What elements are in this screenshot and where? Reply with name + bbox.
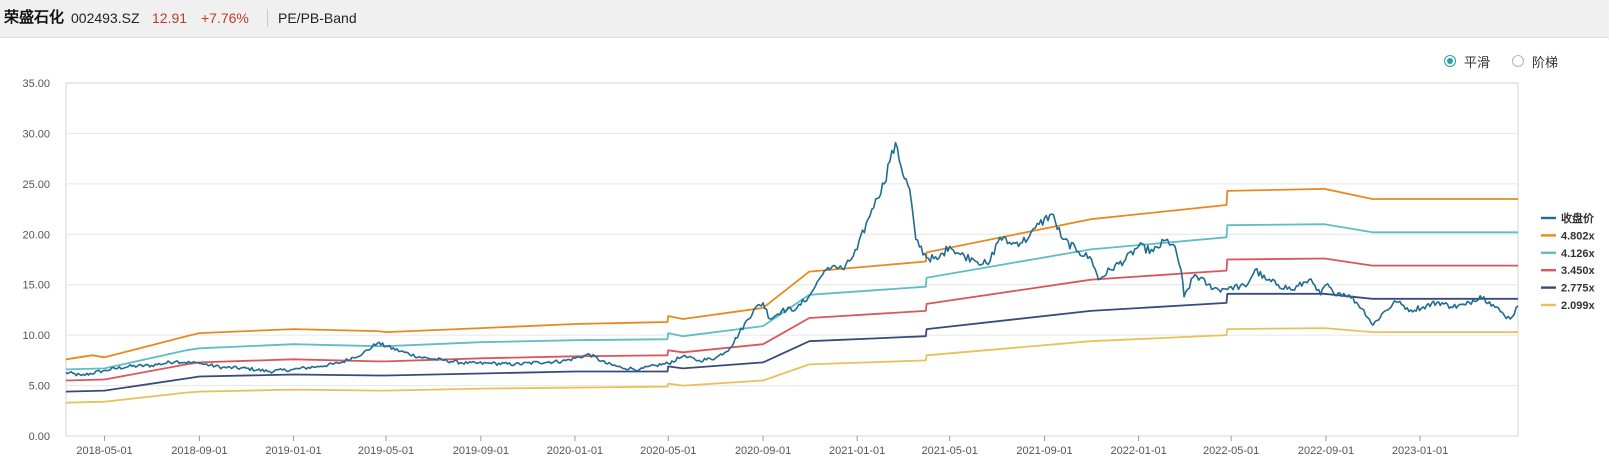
series-line-5 (65, 327, 1518, 404)
x-tick-label: 2020-01-01 (547, 445, 603, 457)
x-tick-label: 2021-09-01 (1016, 445, 1072, 457)
x-tick-label: 2021-05-01 (922, 445, 978, 457)
series-line-2 (65, 223, 1518, 371)
series-line-4 (65, 292, 1518, 393)
step-radio-option[interactable]: 阶梯 (1512, 51, 1558, 71)
legend-label-2: 4.126x (1561, 248, 1596, 260)
plot-border (65, 82, 1519, 437)
x-tick-label: 2021-01-01 (829, 445, 885, 457)
x-tick-label: 2019-09-01 (453, 445, 509, 457)
y-tick-label: 25.00 (22, 179, 50, 191)
band-mode-title: PE/PB-Band (278, 10, 357, 26)
axis-layer: 0.00 5.00 10.00 15.00 20.00 25.00 30.00 35.00 20… (22, 78, 1448, 457)
stock-header: 荣盛石化 002493.SZ 12.91 +7.76% PE/PB-Band (0, 0, 1609, 38)
x-tick-label: 2018-09-01 (171, 445, 227, 457)
y-tick-label: 20.00 (22, 229, 50, 241)
y-tick-label: 30.00 (22, 128, 50, 140)
legend-label-1: 4.802x (1561, 230, 1596, 242)
x-tick-label: 2022-09-01 (1298, 445, 1354, 457)
y-tick-label: 0.00 (29, 431, 50, 443)
legend-label-3: 3.450x (1561, 265, 1596, 277)
y-tick-label: 35.00 (22, 78, 50, 90)
series-layer (65, 141, 1519, 404)
stock-code: 002493.SZ (71, 10, 140, 26)
x-tick-label: 2022-01-01 (1110, 445, 1166, 457)
step-radio-label[interactable]: 阶梯 (1532, 54, 1559, 70)
y-tick-label: 10.00 (22, 330, 50, 342)
smooth-radio-option[interactable]: 平滑 (1444, 51, 1490, 71)
grid-layer (65, 82, 1519, 437)
stock-name: 荣盛石化 (4, 9, 65, 26)
chart-legend: 收盘价 4.802x 4.126x 3.450x 2.775x 2.099x (1541, 211, 1596, 312)
x-tick-label: 2020-05-01 (640, 445, 696, 457)
y-tick-label: 5.00 (29, 381, 50, 393)
x-tick-label: 2020-09-01 (735, 445, 791, 457)
x-tick-label: 2018-05-01 (76, 445, 132, 457)
stock-price: 12.91 (152, 10, 188, 26)
series-line-0 (65, 141, 1519, 377)
smooth-radio-icon[interactable] (1444, 55, 1456, 67)
legend-label-5: 2.099x (1561, 300, 1596, 312)
y-tick-label: 15.00 (22, 280, 50, 292)
header-divider (267, 9, 268, 27)
legend-label-0: 收盘价 (1561, 211, 1595, 225)
smooth-radio-label[interactable]: 平滑 (1464, 54, 1491, 70)
step-radio-icon[interactable] (1512, 55, 1524, 67)
x-tick-label: 2022-05-01 (1203, 445, 1259, 457)
series-line-1 (65, 188, 1518, 361)
legend-label-4: 2.775x (1561, 283, 1596, 295)
series-line-3 (65, 257, 1518, 382)
x-tick-label: 2019-01-01 (265, 445, 321, 457)
x-tick-label: 2023-01-01 (1392, 445, 1448, 457)
x-tick-label: 2019-05-01 (358, 445, 414, 457)
stock-change: +7.76% (201, 10, 249, 26)
